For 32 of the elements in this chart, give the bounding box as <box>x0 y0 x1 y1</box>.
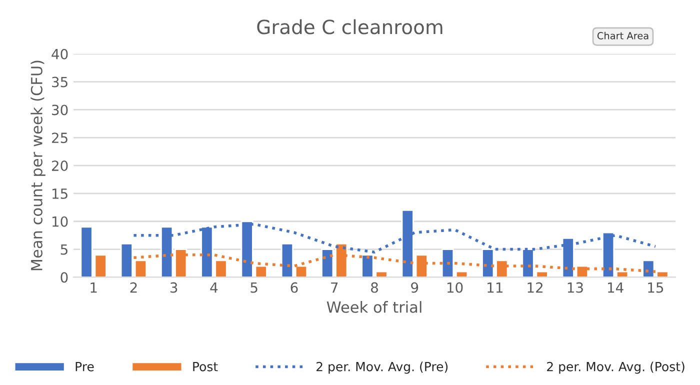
y-tick-label: 40 <box>52 48 68 60</box>
x-tick-label: 5 <box>250 282 258 293</box>
x-tick-label: 4 <box>210 282 218 293</box>
y-tick-label: 0 <box>60 272 68 283</box>
y-tick-label: 20 <box>52 160 68 172</box>
y-tick-label: 30 <box>52 104 68 116</box>
y-tick-label: 25 <box>52 132 68 144</box>
x-tick-label: 6 <box>290 282 298 293</box>
legend-label: Pre <box>76 362 94 372</box>
legend-label: Post <box>193 362 218 372</box>
y-axis-title: Mean count per week (CFU) <box>30 60 46 270</box>
y-tick-label: 15 <box>52 188 68 199</box>
x-tick-label: 7 <box>331 282 338 293</box>
chart-title: Grade C cleanroom <box>257 19 442 34</box>
y-tick-label: 35 <box>52 76 68 88</box>
x-tick-label: 10 <box>447 282 463 293</box>
y-tick-label: 10 <box>52 216 68 227</box>
x-tick-label: 11 <box>488 282 502 293</box>
legend-label: 2 per. Mov. Avg. (Post) <box>547 362 684 374</box>
text: Chart Area <box>597 32 648 40</box>
x-tick-label: 1 <box>90 282 97 293</box>
x-tick-label: 9 <box>411 282 418 293</box>
x-axis-title: Week of trial <box>326 301 422 313</box>
x-tick-label: 8 <box>371 282 378 293</box>
x-tick-label: 12 <box>528 282 542 293</box>
legend-label: 2 per. Mov. Avg. (Pre) <box>316 362 448 374</box>
x-tick-label: 13 <box>568 282 583 293</box>
x-tick-label: 14 <box>608 282 624 293</box>
y-tick-label: 5 <box>60 244 68 255</box>
x-tick-label: 3 <box>170 282 178 293</box>
x-tick-label: 2 <box>130 282 137 293</box>
x-tick-label: 15 <box>648 282 664 293</box>
